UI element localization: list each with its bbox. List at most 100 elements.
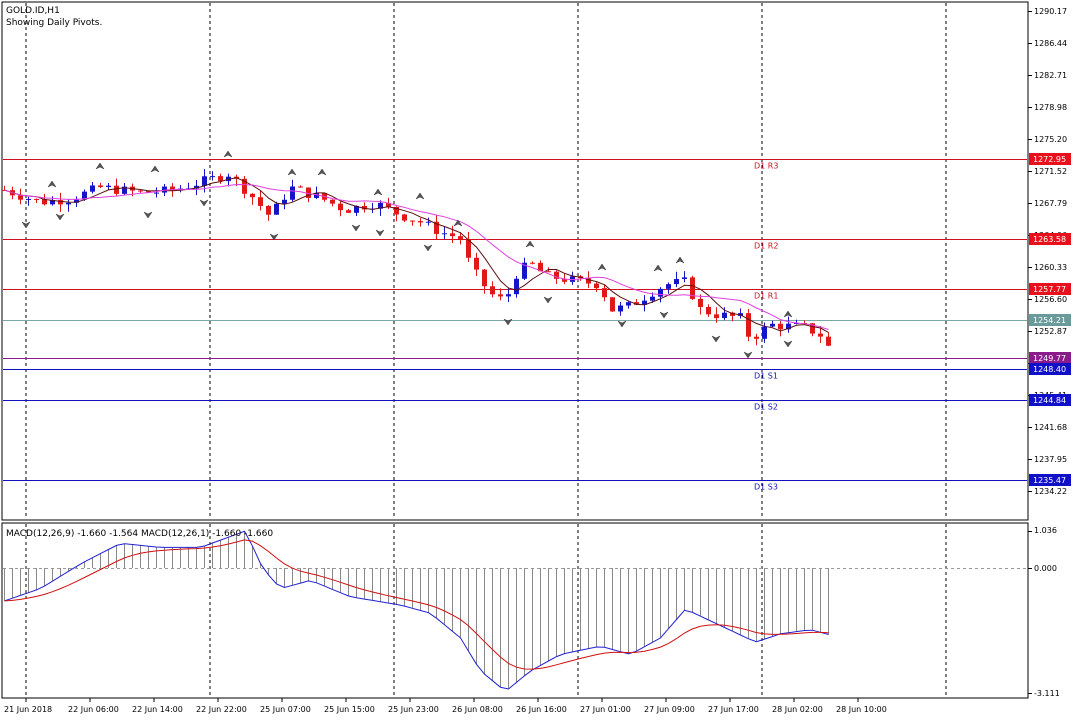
candle-body bbox=[634, 302, 639, 305]
price-tag bbox=[1029, 352, 1071, 364]
fractal-up-icon bbox=[415, 192, 425, 200]
candle-body bbox=[218, 176, 223, 182]
candle-body bbox=[242, 178, 247, 194]
candle-body bbox=[594, 283, 599, 289]
macd-pane[interactable] bbox=[1, 522, 1029, 699]
time-label: 28 Jun 10:00 bbox=[836, 705, 887, 714]
time-label: 25 Jun 23:00 bbox=[388, 705, 439, 714]
price-tick-label: 1290.17 bbox=[1034, 7, 1067, 16]
time-label: 22 Jun 22:00 bbox=[196, 705, 247, 714]
candle-body bbox=[794, 323, 799, 325]
fractal-up-icon bbox=[373, 188, 383, 196]
candle-body bbox=[682, 277, 687, 280]
candle-body bbox=[706, 306, 711, 315]
candle-body bbox=[658, 288, 663, 297]
candle-body bbox=[346, 210, 351, 213]
candle-body bbox=[394, 206, 399, 215]
price-tag-label: 1248.40 bbox=[1033, 365, 1066, 374]
candle-body bbox=[338, 203, 343, 211]
price-tag-label: 1263.58 bbox=[1033, 235, 1066, 244]
macd-axis-top: 1.036 bbox=[1034, 526, 1057, 535]
fractal-down-icon bbox=[423, 244, 433, 252]
candle-body bbox=[498, 294, 503, 297]
candle-body bbox=[98, 185, 103, 187]
candle-body bbox=[34, 198, 39, 200]
candle-body bbox=[562, 278, 567, 282]
candle-body bbox=[442, 233, 447, 235]
fractal-down-icon bbox=[55, 213, 65, 221]
fractal-down-icon bbox=[143, 211, 153, 219]
fractal-down-icon bbox=[375, 229, 385, 237]
candle-body bbox=[290, 186, 295, 200]
ma-slow-line bbox=[4, 183, 829, 330]
candle-body bbox=[730, 312, 735, 316]
time-label: 21 Jun 2018 bbox=[4, 705, 52, 714]
candle-body bbox=[266, 205, 271, 215]
price-tag bbox=[1029, 153, 1071, 165]
price-tag-label: 1254.21 bbox=[1033, 316, 1066, 325]
candle-body bbox=[626, 302, 631, 306]
fractal-up-icon bbox=[675, 256, 685, 264]
candle-body bbox=[250, 193, 255, 198]
price-tag-label: 1272.95 bbox=[1033, 155, 1066, 164]
candle-body bbox=[690, 277, 695, 299]
candle-body bbox=[426, 221, 431, 223]
pivot-label: D1 R3 bbox=[754, 162, 778, 171]
candle-body bbox=[434, 221, 439, 234]
candle-body bbox=[610, 297, 615, 312]
candle-body bbox=[754, 336, 759, 339]
candle-body bbox=[90, 185, 95, 192]
fractal-down-icon bbox=[783, 340, 793, 348]
candle-body bbox=[274, 203, 279, 215]
candle-body bbox=[386, 202, 391, 207]
time-label: 22 Jun 14:00 bbox=[132, 705, 183, 714]
fractal-down-icon bbox=[711, 335, 721, 343]
candle-body bbox=[66, 202, 71, 205]
candle-body bbox=[154, 192, 159, 194]
vertical-grid bbox=[25, 3, 947, 697]
pivot-label: D1 S2 bbox=[754, 403, 778, 412]
price-tag-label: 1257.77 bbox=[1033, 285, 1066, 294]
candle-body bbox=[122, 186, 127, 194]
candle-body bbox=[746, 313, 751, 337]
macd-main-line bbox=[4, 530, 829, 690]
price-tag bbox=[1029, 363, 1071, 375]
price-tag bbox=[1029, 474, 1071, 486]
candle-body bbox=[826, 336, 831, 346]
candle-body bbox=[490, 286, 495, 295]
pivot-subtitle: Showing Daily Pivots. bbox=[6, 18, 102, 28]
fractal-up-icon bbox=[525, 240, 535, 248]
time-axis: 21 Jun 2018 22 Jun 06:00 22 Jun 14:00 22 Ju… bbox=[4, 698, 887, 714]
candle-body bbox=[18, 195, 23, 200]
time-label: 27 Jun 09:00 bbox=[644, 705, 695, 714]
pivot-lines: D1 R3 D1 R2 D1 R1 D1 S1 D1 S2 D1 S3 bbox=[3, 159, 1027, 492]
price-tick-label: 1234.22 bbox=[1034, 487, 1067, 496]
candle-body bbox=[786, 323, 791, 330]
fractal-up-icon bbox=[317, 168, 327, 176]
candle-body bbox=[282, 199, 287, 204]
macd-axis-bottom: -3.111 bbox=[1034, 689, 1060, 698]
candle-body bbox=[194, 185, 199, 189]
price-tick-label: 1267.79 bbox=[1034, 199, 1067, 208]
candle-body bbox=[554, 271, 559, 279]
candle-body bbox=[522, 262, 527, 279]
pivot-label: D1 R2 bbox=[754, 242, 778, 251]
candle-body bbox=[466, 238, 471, 258]
candle-body bbox=[650, 296, 655, 301]
candle-body bbox=[450, 233, 455, 237]
fractal-up-icon bbox=[783, 310, 793, 318]
fractal-down-icon bbox=[503, 318, 513, 326]
candle-body bbox=[530, 262, 535, 264]
candle-body bbox=[298, 186, 303, 188]
candle-body bbox=[586, 278, 591, 284]
fractal-down-icon bbox=[351, 224, 361, 232]
candle-body bbox=[82, 191, 87, 200]
fractal-up-icon bbox=[223, 150, 233, 158]
moving-averages bbox=[4, 177, 829, 333]
candle-body bbox=[74, 199, 79, 203]
price-tag bbox=[1029, 394, 1071, 406]
candle-body bbox=[170, 186, 175, 191]
macd-signal-line bbox=[4, 539, 829, 670]
ma-fast-line bbox=[4, 177, 829, 333]
